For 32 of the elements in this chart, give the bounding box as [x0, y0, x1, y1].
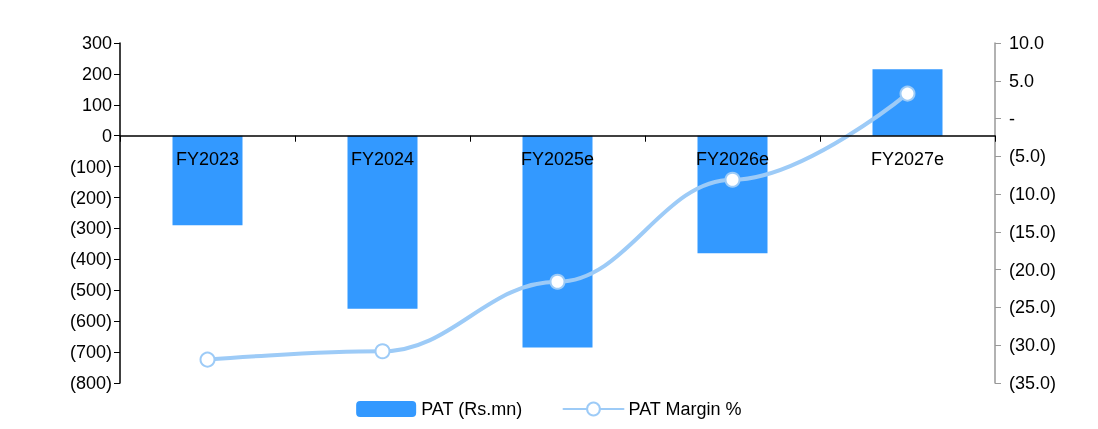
y2-tick-label: (20.0): [1009, 259, 1057, 280]
x-tick-label: FY2023: [175, 148, 240, 169]
point: [899, 85, 916, 102]
point: [724, 171, 741, 188]
y-tick-label: 0: [101, 125, 112, 146]
y2-tick-label: (15.0): [1009, 221, 1057, 242]
legend-label: PAT (Rs.mn): [421, 399, 523, 419]
y2-tick-label: (25.0): [1009, 297, 1057, 318]
x-tick-label: FY2024: [350, 148, 415, 169]
y-tick-label: (800): [69, 373, 112, 393]
y2-tick-label: 5.0: [1009, 70, 1035, 91]
legend-label: PAT Margin %: [628, 399, 742, 419]
y-tick-label: (200): [69, 187, 112, 208]
y-tick-label: (600): [69, 311, 112, 332]
y-tick-label: (400): [69, 249, 112, 270]
point: [199, 351, 216, 368]
y-tick-label: (700): [69, 342, 112, 363]
y2-tick-label: (30.0): [1009, 335, 1057, 356]
y-tick-label: (300): [69, 218, 112, 239]
y-tick-label: (500): [69, 280, 112, 301]
y-tick-label: (100): [69, 156, 112, 177]
x-tick-label: FY2027e: [870, 148, 945, 169]
y2-tick-label: (10.0): [1009, 184, 1057, 205]
point: [549, 273, 566, 290]
y2-tick-label: (35.0): [1009, 373, 1057, 393]
y2-tick-label: -: [1009, 108, 1015, 129]
y-tick-label: 200: [81, 63, 112, 84]
y-tick-label: 300: [81, 33, 112, 53]
y2-tick-label: (5.0): [1009, 146, 1047, 167]
y-tick-label: 100: [81, 94, 112, 115]
y2-tick-label: 10.0: [1009, 33, 1045, 53]
point: [374, 343, 391, 360]
